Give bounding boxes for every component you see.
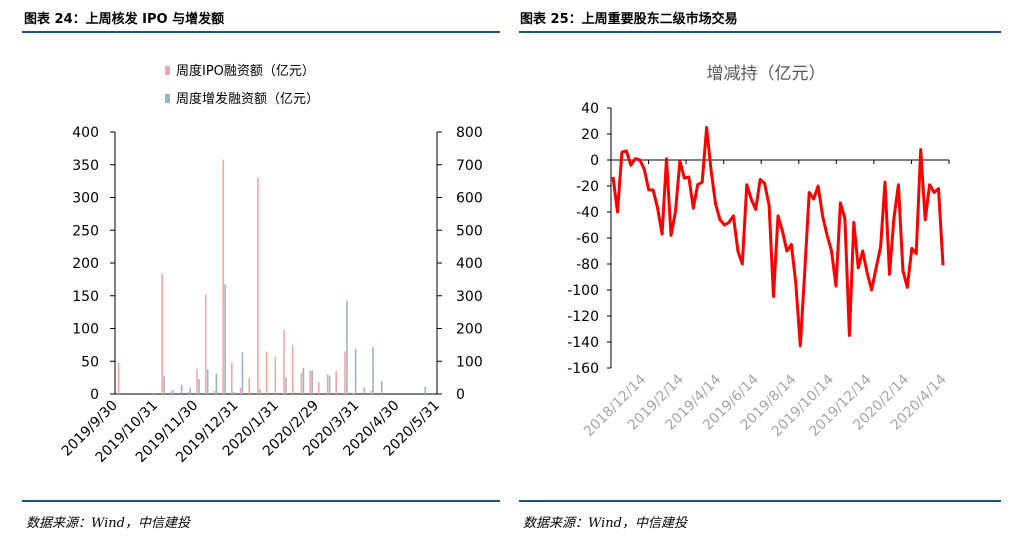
spo-bar xyxy=(311,370,313,394)
spo-bar xyxy=(172,390,174,394)
spo-bar xyxy=(354,349,357,394)
left-panel-title: 图表 24：上周核发 IPO 与增发额 xyxy=(24,12,225,27)
spo-bar xyxy=(215,373,218,394)
right-ytick-label: 400 xyxy=(456,256,483,272)
ipo-bar xyxy=(248,377,250,394)
line-ytick-label: -160 xyxy=(567,361,599,377)
left-top-rule xyxy=(22,31,500,33)
left-ytick-label: 50 xyxy=(81,354,99,370)
line-ytick-label: 0 xyxy=(590,153,599,169)
ipo-bar xyxy=(152,392,155,394)
ipo-bar xyxy=(318,382,320,394)
legend-swatch-spo xyxy=(165,94,170,103)
spo-bar xyxy=(163,376,165,394)
left-bottom-rule xyxy=(22,500,500,502)
right-ytick-label: 0 xyxy=(456,387,465,403)
ipo-bar xyxy=(344,351,346,394)
right-top-rule xyxy=(519,31,1001,33)
ipo-bar xyxy=(204,294,207,394)
ipo-bar xyxy=(230,362,233,394)
line-ytick-label: -100 xyxy=(567,283,599,299)
left-ytick-label: 400 xyxy=(72,125,99,141)
ipo-bar xyxy=(222,159,224,394)
left-ytick-label: 300 xyxy=(72,191,99,207)
spo-bar xyxy=(259,389,261,394)
ipo-bar xyxy=(239,387,242,394)
spo-bar xyxy=(232,392,235,394)
ipo-bar xyxy=(196,369,198,394)
right-ytick-label: 100 xyxy=(456,354,483,370)
ipo-spo-chart: 周度IPO融资额（亿元） 周度增发融资额（亿元） 0 50 100 150 200 250… xyxy=(59,63,483,466)
line-ytick-label: -80 xyxy=(576,257,599,273)
right-source-note: 数据来源：Wind，中信建投 xyxy=(523,516,687,531)
line-chart-title: 增减持（亿元） xyxy=(707,64,826,84)
spo-bar xyxy=(363,387,366,394)
line-ytick-label: -60 xyxy=(576,231,599,247)
ipo-bar xyxy=(274,356,277,394)
ipo-bar xyxy=(213,390,216,394)
spo-bar xyxy=(224,284,226,394)
left-ytick-label: 150 xyxy=(72,289,99,305)
line-ytick-label: 40 xyxy=(581,101,599,117)
ipo-bar xyxy=(352,393,355,394)
spo-bar xyxy=(372,347,374,394)
left-source-note: 数据来源：Wind，中信建投 xyxy=(26,516,190,531)
spo-bar xyxy=(285,377,287,394)
ipo-bar xyxy=(335,371,338,394)
right-panel-title: 图表 25：上周重要股东二级市场交易 xyxy=(520,12,738,27)
right-ytick-label: 300 xyxy=(456,289,483,305)
spo-bar xyxy=(380,380,383,394)
right-ytick-label: 200 xyxy=(456,322,483,338)
right-ytick-label: 700 xyxy=(456,158,483,174)
left-ytick-label: 0 xyxy=(90,387,99,403)
line-ytick-label: 20 xyxy=(581,127,599,143)
line-ytick-label: -20 xyxy=(576,179,599,195)
spo-bar xyxy=(180,384,183,394)
line-ytick-label: -40 xyxy=(576,205,599,221)
legend-label-ipo: 周度IPO融资额（亿元） xyxy=(176,63,315,79)
spo-bar xyxy=(346,300,348,394)
holder-trade-chart: 增减持（亿元） 40 20 0 -20 -40 -60 -80 -100 -120 -140 -16… xyxy=(567,64,950,440)
ipo-bar xyxy=(161,274,163,394)
ipo-bar xyxy=(257,177,259,394)
right-bottom-rule xyxy=(519,500,1001,502)
left-ytick-label: 350 xyxy=(72,158,99,174)
right-ytick-label: 600 xyxy=(456,191,483,207)
ipo-bar xyxy=(187,392,190,394)
ipo-bar xyxy=(170,391,172,394)
spo-bar xyxy=(206,369,209,394)
legend-swatch-ipo xyxy=(165,66,170,75)
holder-trade-series-line xyxy=(611,126,945,348)
legend-label-spo: 周度增发融资额（亿元） xyxy=(176,91,319,107)
ipo-bar xyxy=(326,374,329,394)
ipo-bar xyxy=(309,371,311,394)
ipo-bar xyxy=(370,390,372,394)
ipo-bar xyxy=(265,351,268,394)
left-ytick-label: 200 xyxy=(72,256,99,272)
spo-bar xyxy=(328,375,331,394)
left-ytick-label: 100 xyxy=(72,322,99,338)
line-ytick-label: -140 xyxy=(567,335,599,351)
spo-bar xyxy=(424,386,427,394)
ipo-bar xyxy=(291,344,294,394)
spo-bar xyxy=(189,387,192,394)
line-ytick-label: -120 xyxy=(567,309,599,325)
ipo-bar xyxy=(283,329,285,394)
ipo-bar xyxy=(300,373,303,394)
right-ytick-label: 800 xyxy=(456,125,483,141)
right-ytick-label: 500 xyxy=(456,223,483,239)
spo-bar xyxy=(241,352,244,394)
spo-bar xyxy=(198,379,200,394)
ipo-bar xyxy=(117,362,120,394)
spo-bar xyxy=(302,367,305,394)
left-ytick-label: 250 xyxy=(72,223,99,239)
